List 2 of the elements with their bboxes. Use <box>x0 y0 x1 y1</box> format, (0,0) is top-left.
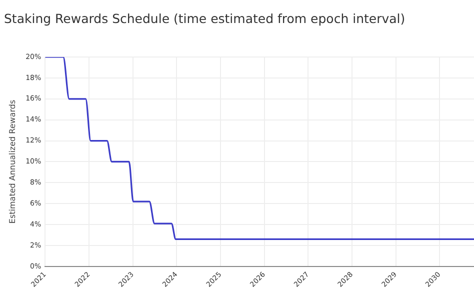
chart-title: Staking Rewards Schedule (time estimated from epoch interval) <box>4 10 406 26</box>
y-axis-title: Estimated Annualized Rewards <box>8 100 17 224</box>
